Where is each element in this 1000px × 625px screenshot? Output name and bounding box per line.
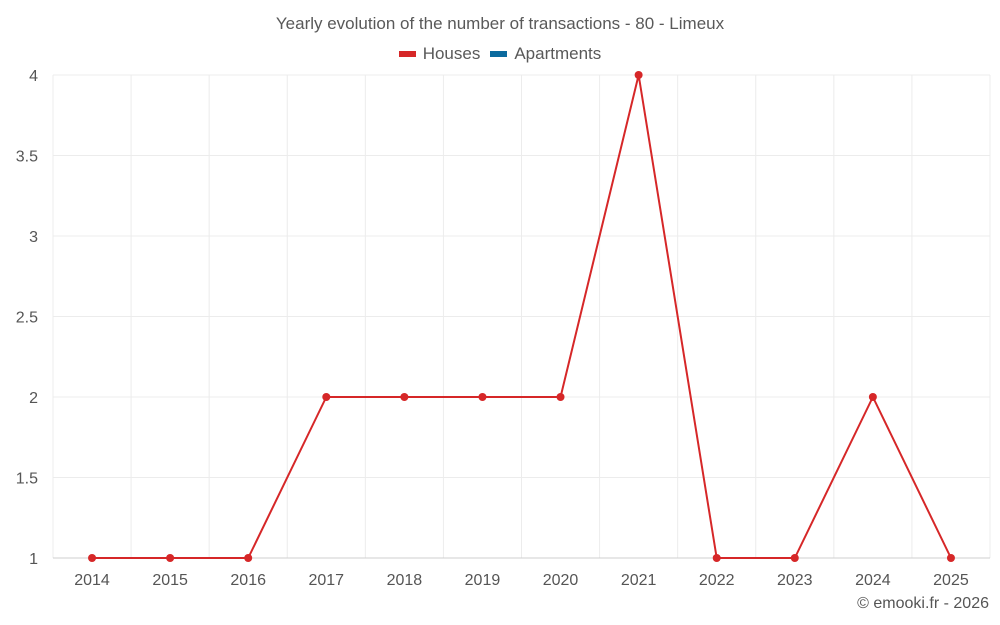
y-tick-label: 1 <box>29 551 38 568</box>
y-tick-label: 2 <box>29 390 38 407</box>
data-point-houses[interactable] <box>400 393 409 401</box>
y-tick-label: 3 <box>29 229 38 246</box>
legend-label-houses: Houses <box>422 44 481 63</box>
data-point-houses[interactable] <box>634 71 643 79</box>
x-tick-label: 2022 <box>699 572 735 589</box>
legend-label-apartments: Apartments <box>514 44 602 63</box>
x-tick-label: 2019 <box>465 572 501 589</box>
x-tick-label: 2018 <box>387 572 423 589</box>
x-tick-label: 2024 <box>855 572 891 589</box>
y-tick-label: 1.5 <box>16 471 38 488</box>
data-point-houses[interactable] <box>478 393 487 401</box>
x-tick-label: 2015 <box>152 572 188 589</box>
chart-title: Yearly evolution of the number of transa… <box>275 14 725 33</box>
legend: Houses Apartments <box>0 44 1000 64</box>
x-tick-label: 2020 <box>543 572 579 589</box>
data-point-houses[interactable] <box>790 554 799 562</box>
data-point-houses[interactable] <box>322 393 331 401</box>
data-point-houses[interactable] <box>712 554 721 562</box>
y-tick-label: 4 <box>29 68 38 85</box>
axes: 1 1.5 2 2.5 3 3.5 4 2014 2015 2016 2017 2018 2019 202… <box>16 68 969 589</box>
grid <box>52 74 991 559</box>
y-tick-label: 2.5 <box>16 310 38 327</box>
x-tick-label: 2023 <box>777 572 813 589</box>
x-tick-label: 2025 <box>933 572 969 589</box>
series <box>88 71 955 562</box>
data-point-houses[interactable] <box>868 393 877 401</box>
x-tick-label: 2016 <box>230 572 266 589</box>
data-point-houses[interactable] <box>946 554 955 562</box>
legend-item-apartments[interactable]: Apartments <box>490 44 601 64</box>
data-point-houses[interactable] <box>88 554 97 562</box>
legend-item-houses[interactable]: Houses <box>398 44 481 64</box>
legend-swatch-houses <box>398 51 416 57</box>
y-tick-label: 3.5 <box>16 149 38 166</box>
x-tick-label: 2017 <box>308 572 344 589</box>
legend-swatch-apartments <box>490 51 508 57</box>
x-tick-label: 2014 <box>74 572 110 589</box>
data-point-houses[interactable] <box>556 393 565 401</box>
data-point-houses[interactable] <box>244 554 253 562</box>
data-point-houses[interactable] <box>166 554 175 562</box>
copyright-credit: © emooki.fr - 2026 <box>857 595 989 612</box>
x-tick-label: 2021 <box>621 572 657 589</box>
series-line-houses <box>92 74 952 559</box>
